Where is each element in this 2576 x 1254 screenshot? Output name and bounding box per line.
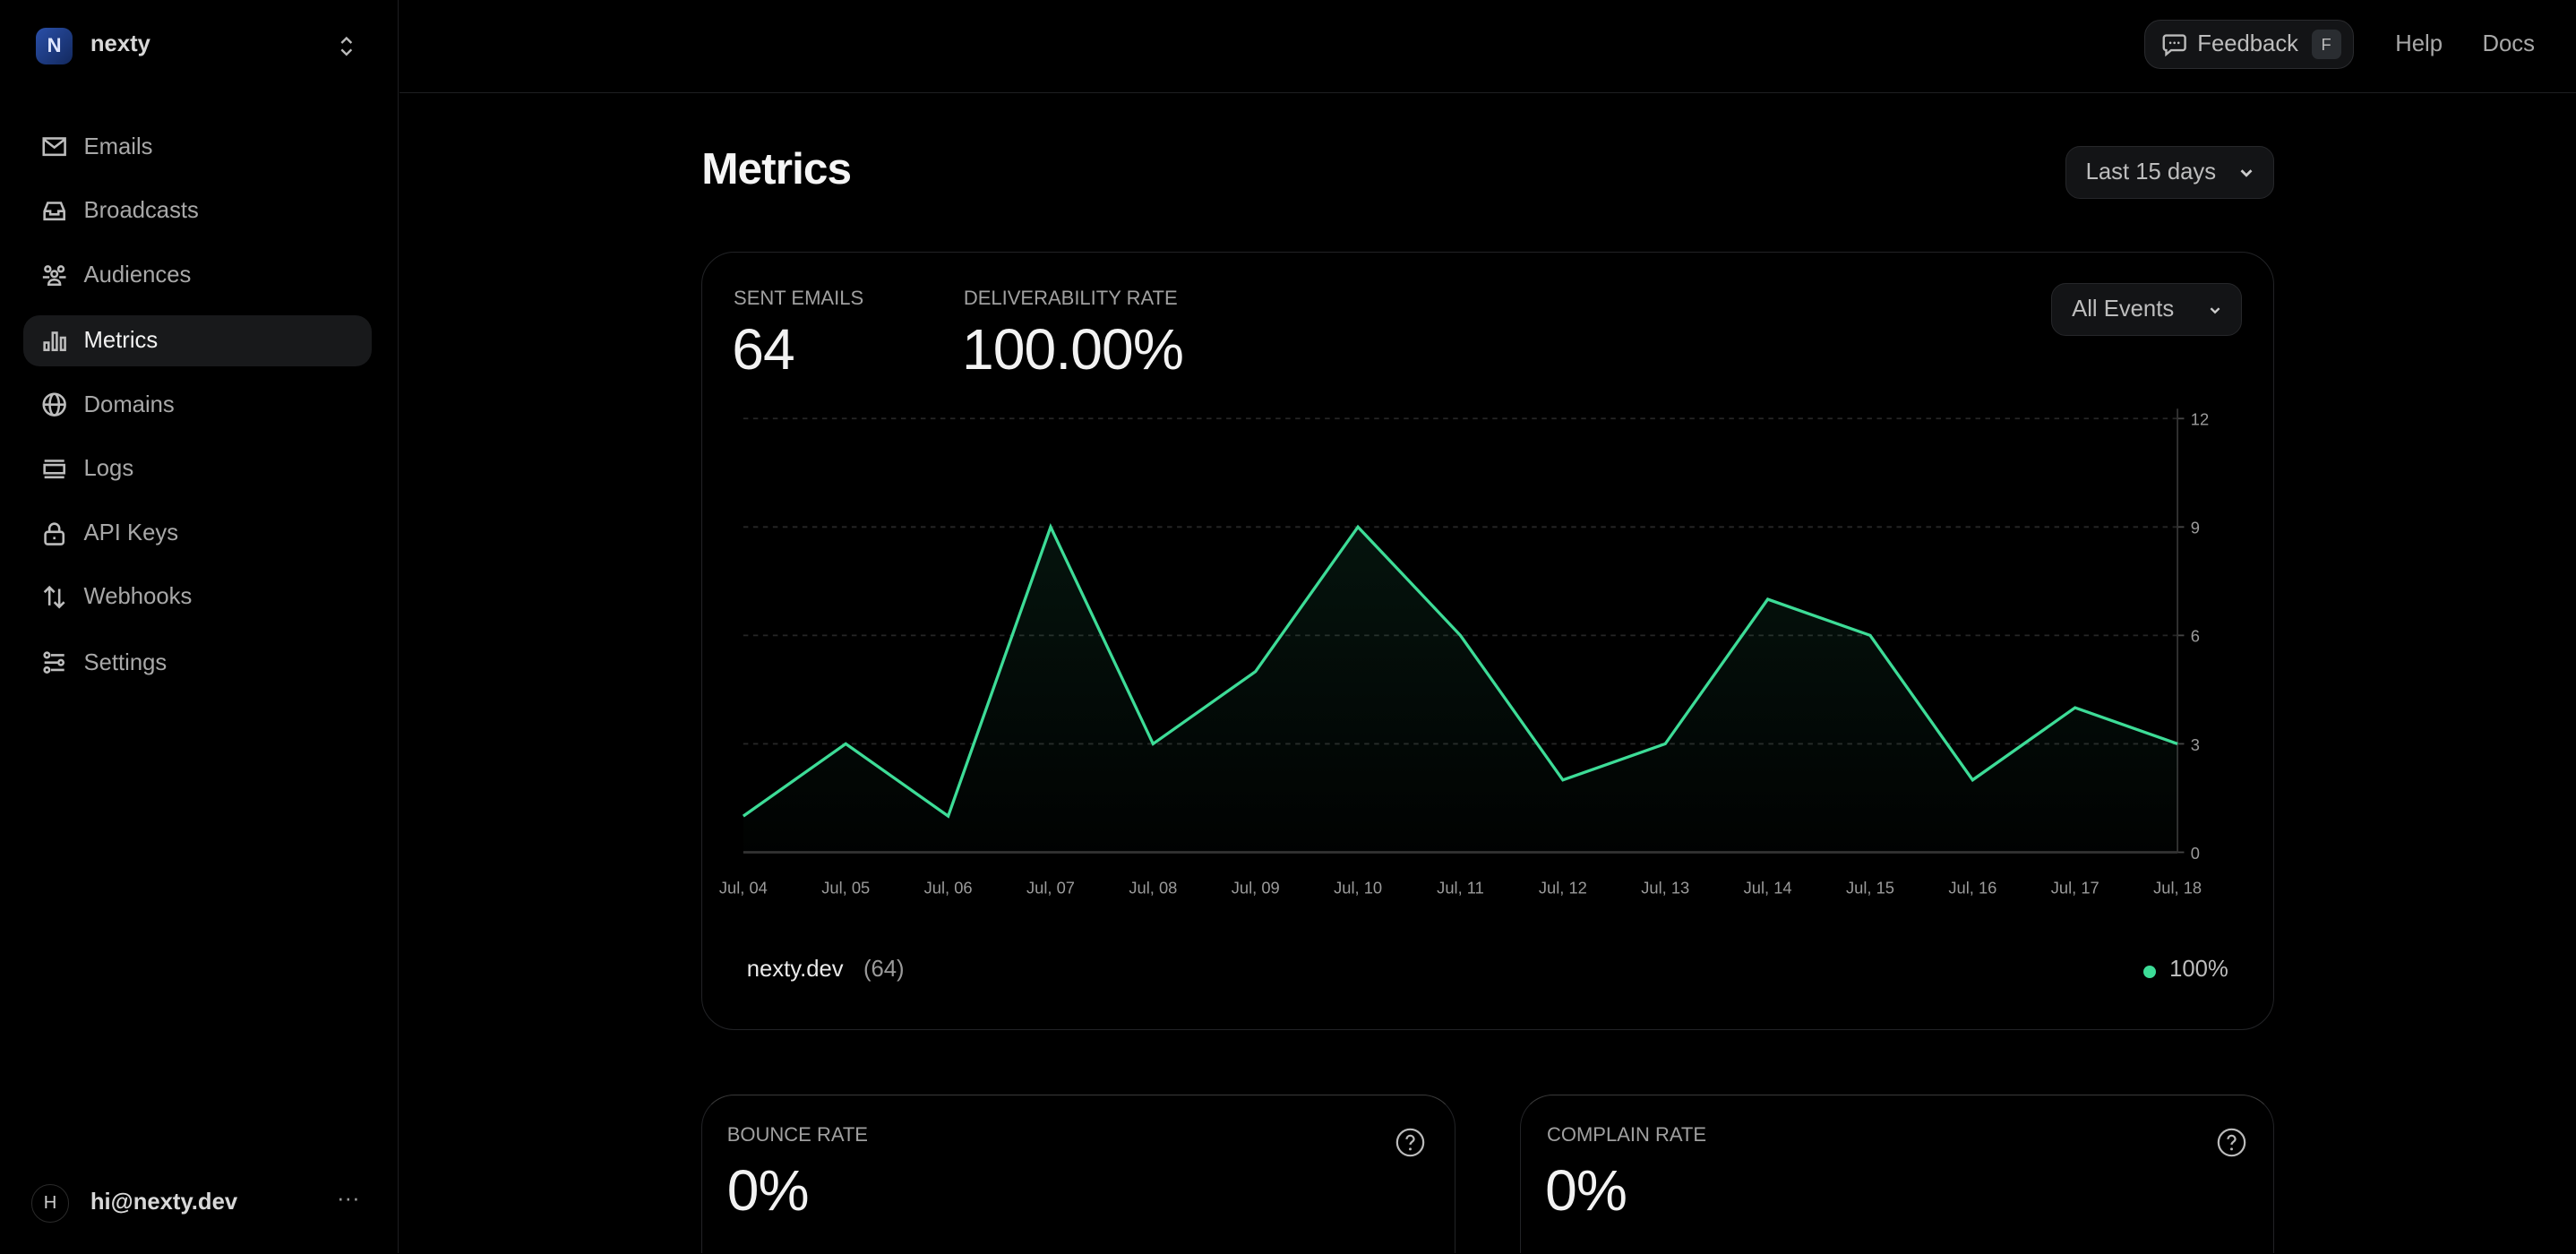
page-title: Metrics	[701, 143, 852, 193]
chevron-down-icon	[2240, 168, 2253, 177]
sidebar-item-domains[interactable]: Domains	[23, 380, 372, 431]
sent-emails-chart: 0 3 6 9 12 Jul, 04 Jul, 05 Jul, 06 Jul, 07 Jul, 0…	[719, 408, 2209, 897]
date-range-select[interactable]: Last 15 days	[2065, 146, 2274, 199]
emails-chart-card: Sent Emails 64 Deliverability Rate 100.0…	[701, 251, 2274, 1031]
inbox-icon	[43, 202, 65, 221]
x-tick-label: Jul, 17	[2051, 878, 2099, 897]
sidebar-item-label: Logs	[83, 456, 134, 482]
sidebar-item-audiences[interactable]: Audiences	[23, 250, 372, 301]
feedback-button[interactable]: Feedback F	[2143, 20, 2355, 70]
team-logo[interactable]: N	[36, 28, 73, 64]
bar-chart-icon	[43, 331, 66, 351]
x-tick-label: Jul, 16	[1949, 878, 1997, 897]
more-options-button[interactable]: ···	[337, 1186, 360, 1212]
sidebar-item-settings[interactable]: Settings	[23, 638, 372, 689]
sidebar-item-label: Domains	[83, 391, 175, 417]
sidebar-item-label: API Keys	[83, 520, 179, 545]
message-icon	[2162, 34, 2186, 57]
deliverability-label: Deliverability Rate	[963, 287, 1178, 310]
legend-rate: 100%	[2169, 957, 2228, 983]
team-name[interactable]: nexty	[90, 30, 150, 56]
complain-rate-value: 0%	[1545, 1158, 1627, 1224]
sidebar-item-label: Broadcasts	[83, 198, 199, 224]
sidebar-item-api-keys[interactable]: API Keys	[23, 508, 372, 559]
x-tick-label: Jul, 09	[1232, 878, 1280, 897]
lock-icon	[44, 521, 64, 545]
complain-rate-label: Complain Rate	[1546, 1122, 1707, 1146]
sidebar-item-broadcasts[interactable]: Broadcasts	[23, 185, 372, 236]
top-bar	[399, 0, 2576, 93]
help-icon[interactable]	[2217, 1128, 2246, 1157]
help-link[interactable]: Help	[2395, 30, 2443, 56]
x-tick-label: Jul, 04	[719, 878, 768, 897]
sent-emails-label: Sent Emails	[734, 287, 864, 310]
x-tick-label: Jul, 11	[1437, 878, 1484, 897]
date-range-value: Last 15 days	[2085, 159, 2217, 185]
sidebar-item-metrics[interactable]: Metrics	[22, 315, 372, 367]
globe-icon	[42, 392, 66, 417]
deliverability-value: 100.00%	[962, 317, 1184, 382]
x-tick-label: Jul, 07	[1026, 878, 1075, 897]
mail-icon	[42, 137, 66, 157]
bounce-rate-label: Bounce Rate	[726, 1122, 868, 1146]
x-tick-label: Jul, 10	[1334, 878, 1382, 897]
events-filter-value: All Events	[2072, 296, 2175, 322]
sidebar-item-label: Audiences	[83, 262, 192, 288]
y-tick-label: 12	[2191, 409, 2209, 428]
chevron-up-down-icon[interactable]	[335, 33, 358, 59]
sidebar-item-webhooks[interactable]: Webhooks	[23, 571, 372, 623]
x-tick-label: Jul, 05	[821, 878, 870, 897]
sidebar-item-logs[interactable]: Logs	[23, 443, 372, 494]
arrows-up-down-icon	[43, 585, 65, 609]
y-tick-label: 9	[2191, 518, 2200, 537]
x-tick-label: Jul, 14	[1744, 878, 1792, 897]
x-tick-label: Jul, 13	[1641, 878, 1689, 897]
x-tick-label: Jul, 15	[1846, 878, 1894, 897]
user-email[interactable]: hi@nexty.dev	[90, 1189, 238, 1215]
sidebar-item-label: Emails	[83, 133, 153, 159]
bounce-rate-value: 0%	[726, 1158, 810, 1224]
y-tick-label: 3	[2191, 734, 2200, 753]
x-tick-label: Jul, 18	[2153, 878, 2202, 897]
docs-link[interactable]: Docs	[2482, 30, 2535, 56]
sidebar: N nexty Emails Broadcasts Audiences Metr…	[0, 0, 399, 1254]
chevron-down-icon	[2210, 307, 2220, 314]
x-tick-label: Jul, 12	[1539, 878, 1587, 897]
legend-count: (64)	[863, 957, 905, 983]
y-tick-label: 6	[2191, 626, 2200, 645]
feedback-shortcut: F	[2311, 30, 2341, 59]
area-fill	[743, 526, 2178, 853]
sidebar-item-label: Settings	[83, 649, 167, 675]
complain-rate-card: Complain Rate 0%	[1519, 1094, 2274, 1254]
sent-emails-value: 64	[732, 317, 794, 382]
users-icon	[42, 264, 66, 286]
bounce-rate-card: Bounce Rate 0%	[701, 1094, 1456, 1254]
events-filter-select[interactable]: All Events	[2051, 283, 2242, 337]
legend-dot	[2142, 965, 2157, 979]
legend-domain: nexty.dev	[746, 957, 844, 983]
x-tick-label: Jul, 06	[924, 878, 973, 897]
help-icon[interactable]	[1395, 1128, 1425, 1157]
feedback-label: Feedback	[2197, 31, 2298, 56]
x-tick-label: Jul, 08	[1129, 878, 1178, 897]
logs-icon	[43, 460, 65, 479]
sliders-icon	[43, 651, 64, 674]
sidebar-item-label: Metrics	[83, 328, 159, 354]
sidebar-item-label: Webhooks	[83, 584, 193, 610]
user-avatar[interactable]: H	[30, 1184, 70, 1223]
sidebar-item-emails[interactable]: Emails	[23, 122, 372, 173]
y-tick-label: 0	[2191, 843, 2200, 862]
